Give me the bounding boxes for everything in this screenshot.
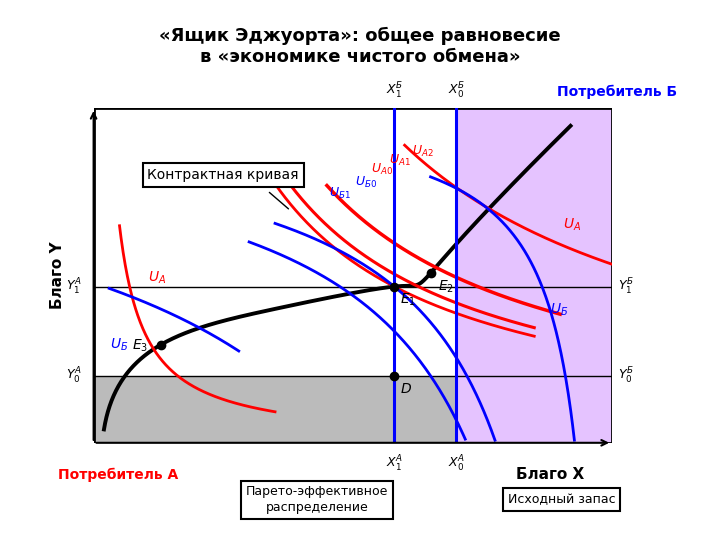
Text: Контрактная кривая: Контрактная кривая [148, 168, 299, 182]
Text: $U_Б$: $U_Б$ [110, 337, 129, 354]
Text: $X^A_0$: $X^A_0$ [448, 454, 465, 474]
Text: $X^A_1$: $X^A_1$ [386, 454, 403, 474]
Text: $U_{Б1}$: $U_{Б1}$ [330, 186, 351, 201]
Text: $Y^A_1$: $Y^A_1$ [66, 276, 82, 296]
Text: «Ящик Эджуорта»: общее равновесие
в «экономике чистого обмена»: «Ящик Эджуорта»: общее равновесие в «эко… [159, 27, 561, 66]
FancyArrow shape [635, 112, 651, 438]
Text: $Y^A_0$: $Y^A_0$ [66, 366, 82, 386]
Text: $Y^Б_0$: $Y^Б_0$ [618, 366, 634, 386]
Text: Благо X: Благо X [516, 467, 584, 482]
Text: $U_А$: $U_А$ [563, 217, 581, 233]
Text: $X^Б_0$: $X^Б_0$ [448, 81, 465, 102]
Text: $U_{Б0}$: $U_{Б0}$ [356, 175, 377, 190]
Text: $U_Б$: $U_Б$ [550, 301, 568, 318]
Text: Парето-эффективное
распределение: Парето-эффективное распределение [246, 485, 388, 514]
Text: $U_А$: $U_А$ [148, 270, 166, 287]
Text: Потребитель А: Потребитель А [58, 468, 178, 482]
Text: $X^Б_1$: $X^Б_1$ [385, 81, 403, 102]
Text: $U_{А2}$: $U_{А2}$ [413, 144, 434, 159]
Text: $Y^Б_1$: $Y^Б_1$ [618, 276, 634, 296]
Text: Благо Y: Благо Y [50, 241, 65, 309]
Text: $U_{А0}$: $U_{А0}$ [371, 161, 393, 177]
Text: $E_1$: $E_1$ [400, 292, 416, 308]
Text: $D$: $D$ [400, 382, 413, 396]
FancyArrow shape [104, 465, 249, 478]
Text: $U_{А1}$: $U_{А1}$ [389, 153, 411, 168]
Text: $E_3$: $E_3$ [132, 338, 148, 354]
Text: $E_2$: $E_2$ [438, 278, 454, 294]
FancyArrow shape [387, 78, 459, 93]
Text: Исходный запас: Исходный запас [508, 493, 616, 506]
Bar [94, 376, 456, 443]
Bar [456, 108, 612, 443]
Text: Потребитель Б: Потребитель Б [557, 85, 677, 99]
